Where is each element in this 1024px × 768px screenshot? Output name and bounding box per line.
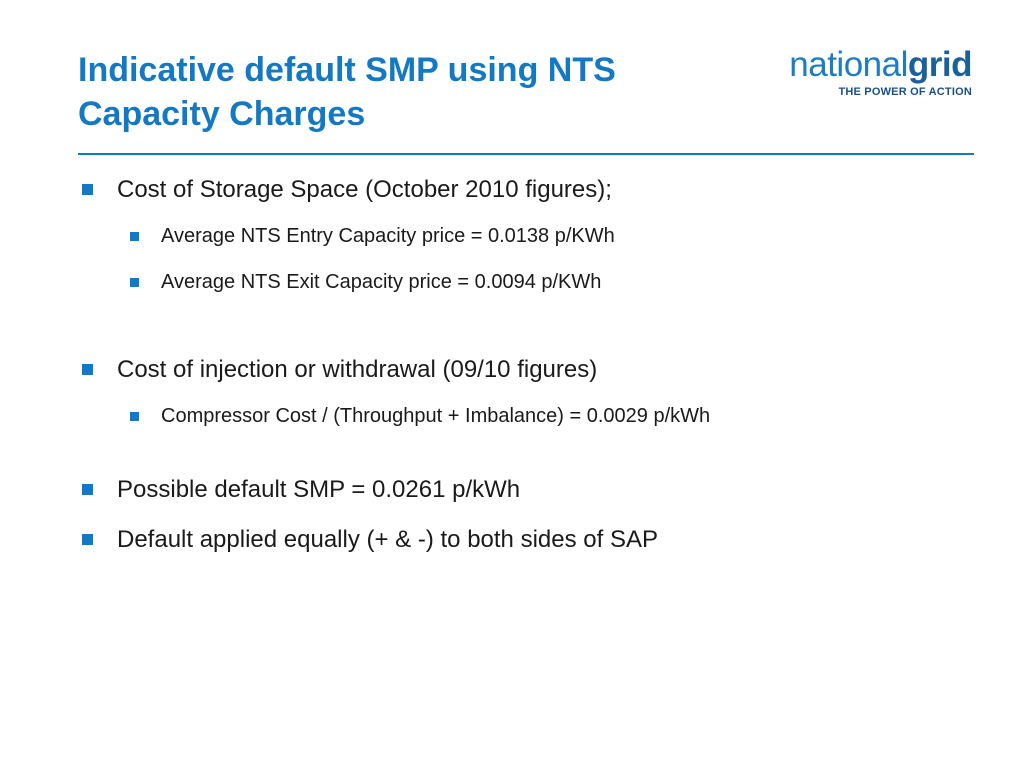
- sub-bullet-exit-capacity: Average NTS Exit Capacity price = 0.0094…: [130, 268, 982, 296]
- sub-bullet-entry-capacity: Average NTS Entry Capacity price = 0.013…: [130, 222, 982, 250]
- slide-title: Indicative default SMP using NTS Capacit…: [78, 48, 758, 136]
- bullet-text: Default applied equally (+ & -) to both …: [117, 526, 658, 553]
- title-divider: [78, 153, 974, 155]
- sub-bullet-text: Average NTS Entry Capacity price = 0.013…: [161, 225, 615, 247]
- logo-word-light: national: [789, 45, 908, 84]
- sub-bullet-text: Compressor Cost / (Throughput + Imbalanc…: [161, 405, 711, 427]
- bullet-text: Cost of injection or withdrawal (09/10 f…: [117, 356, 598, 383]
- bullet-default-applied: Default applied equally (+ & -) to both …: [82, 522, 982, 558]
- square-bullet-icon: [130, 232, 139, 241]
- spacer: [82, 448, 982, 472]
- national-grid-logo: nationalgrid THE POWER OF ACTION: [789, 46, 972, 99]
- square-bullet-icon: [82, 184, 93, 195]
- sub-bullet-text: Average NTS Exit Capacity price = 0.0094…: [161, 271, 602, 293]
- logo-wordmark: nationalgrid: [789, 46, 972, 84]
- bullet-list: Cost of Storage Space (October 2010 figu…: [82, 172, 982, 572]
- logo-tagline: THE POWER OF ACTION: [838, 86, 972, 98]
- bullet-text: Possible default SMP = 0.0261 p/kWh: [117, 476, 521, 503]
- square-bullet-icon: [82, 534, 93, 545]
- square-bullet-icon: [130, 278, 139, 287]
- square-bullet-icon: [82, 364, 93, 375]
- slide-title-line-1: Indicative default SMP using NTS: [78, 51, 616, 89]
- bullet-text: Cost of Storage Space (October 2010 figu…: [117, 176, 612, 203]
- spacer: [82, 314, 982, 352]
- square-bullet-icon: [82, 484, 93, 495]
- bullet-injection-cost: Cost of injection or withdrawal (09/10 f…: [82, 352, 982, 388]
- slide-title-line-2: Capacity Charges: [78, 95, 366, 133]
- bullet-default-smp: Possible default SMP = 0.0261 p/kWh: [82, 472, 982, 508]
- logo-word-bold: grid: [907, 45, 973, 84]
- square-bullet-icon: [130, 412, 139, 421]
- sub-bullet-compressor-cost: Compressor Cost / (Throughput + Imbalanc…: [130, 402, 982, 430]
- bullet-storage-cost: Cost of Storage Space (October 2010 figu…: [82, 172, 982, 208]
